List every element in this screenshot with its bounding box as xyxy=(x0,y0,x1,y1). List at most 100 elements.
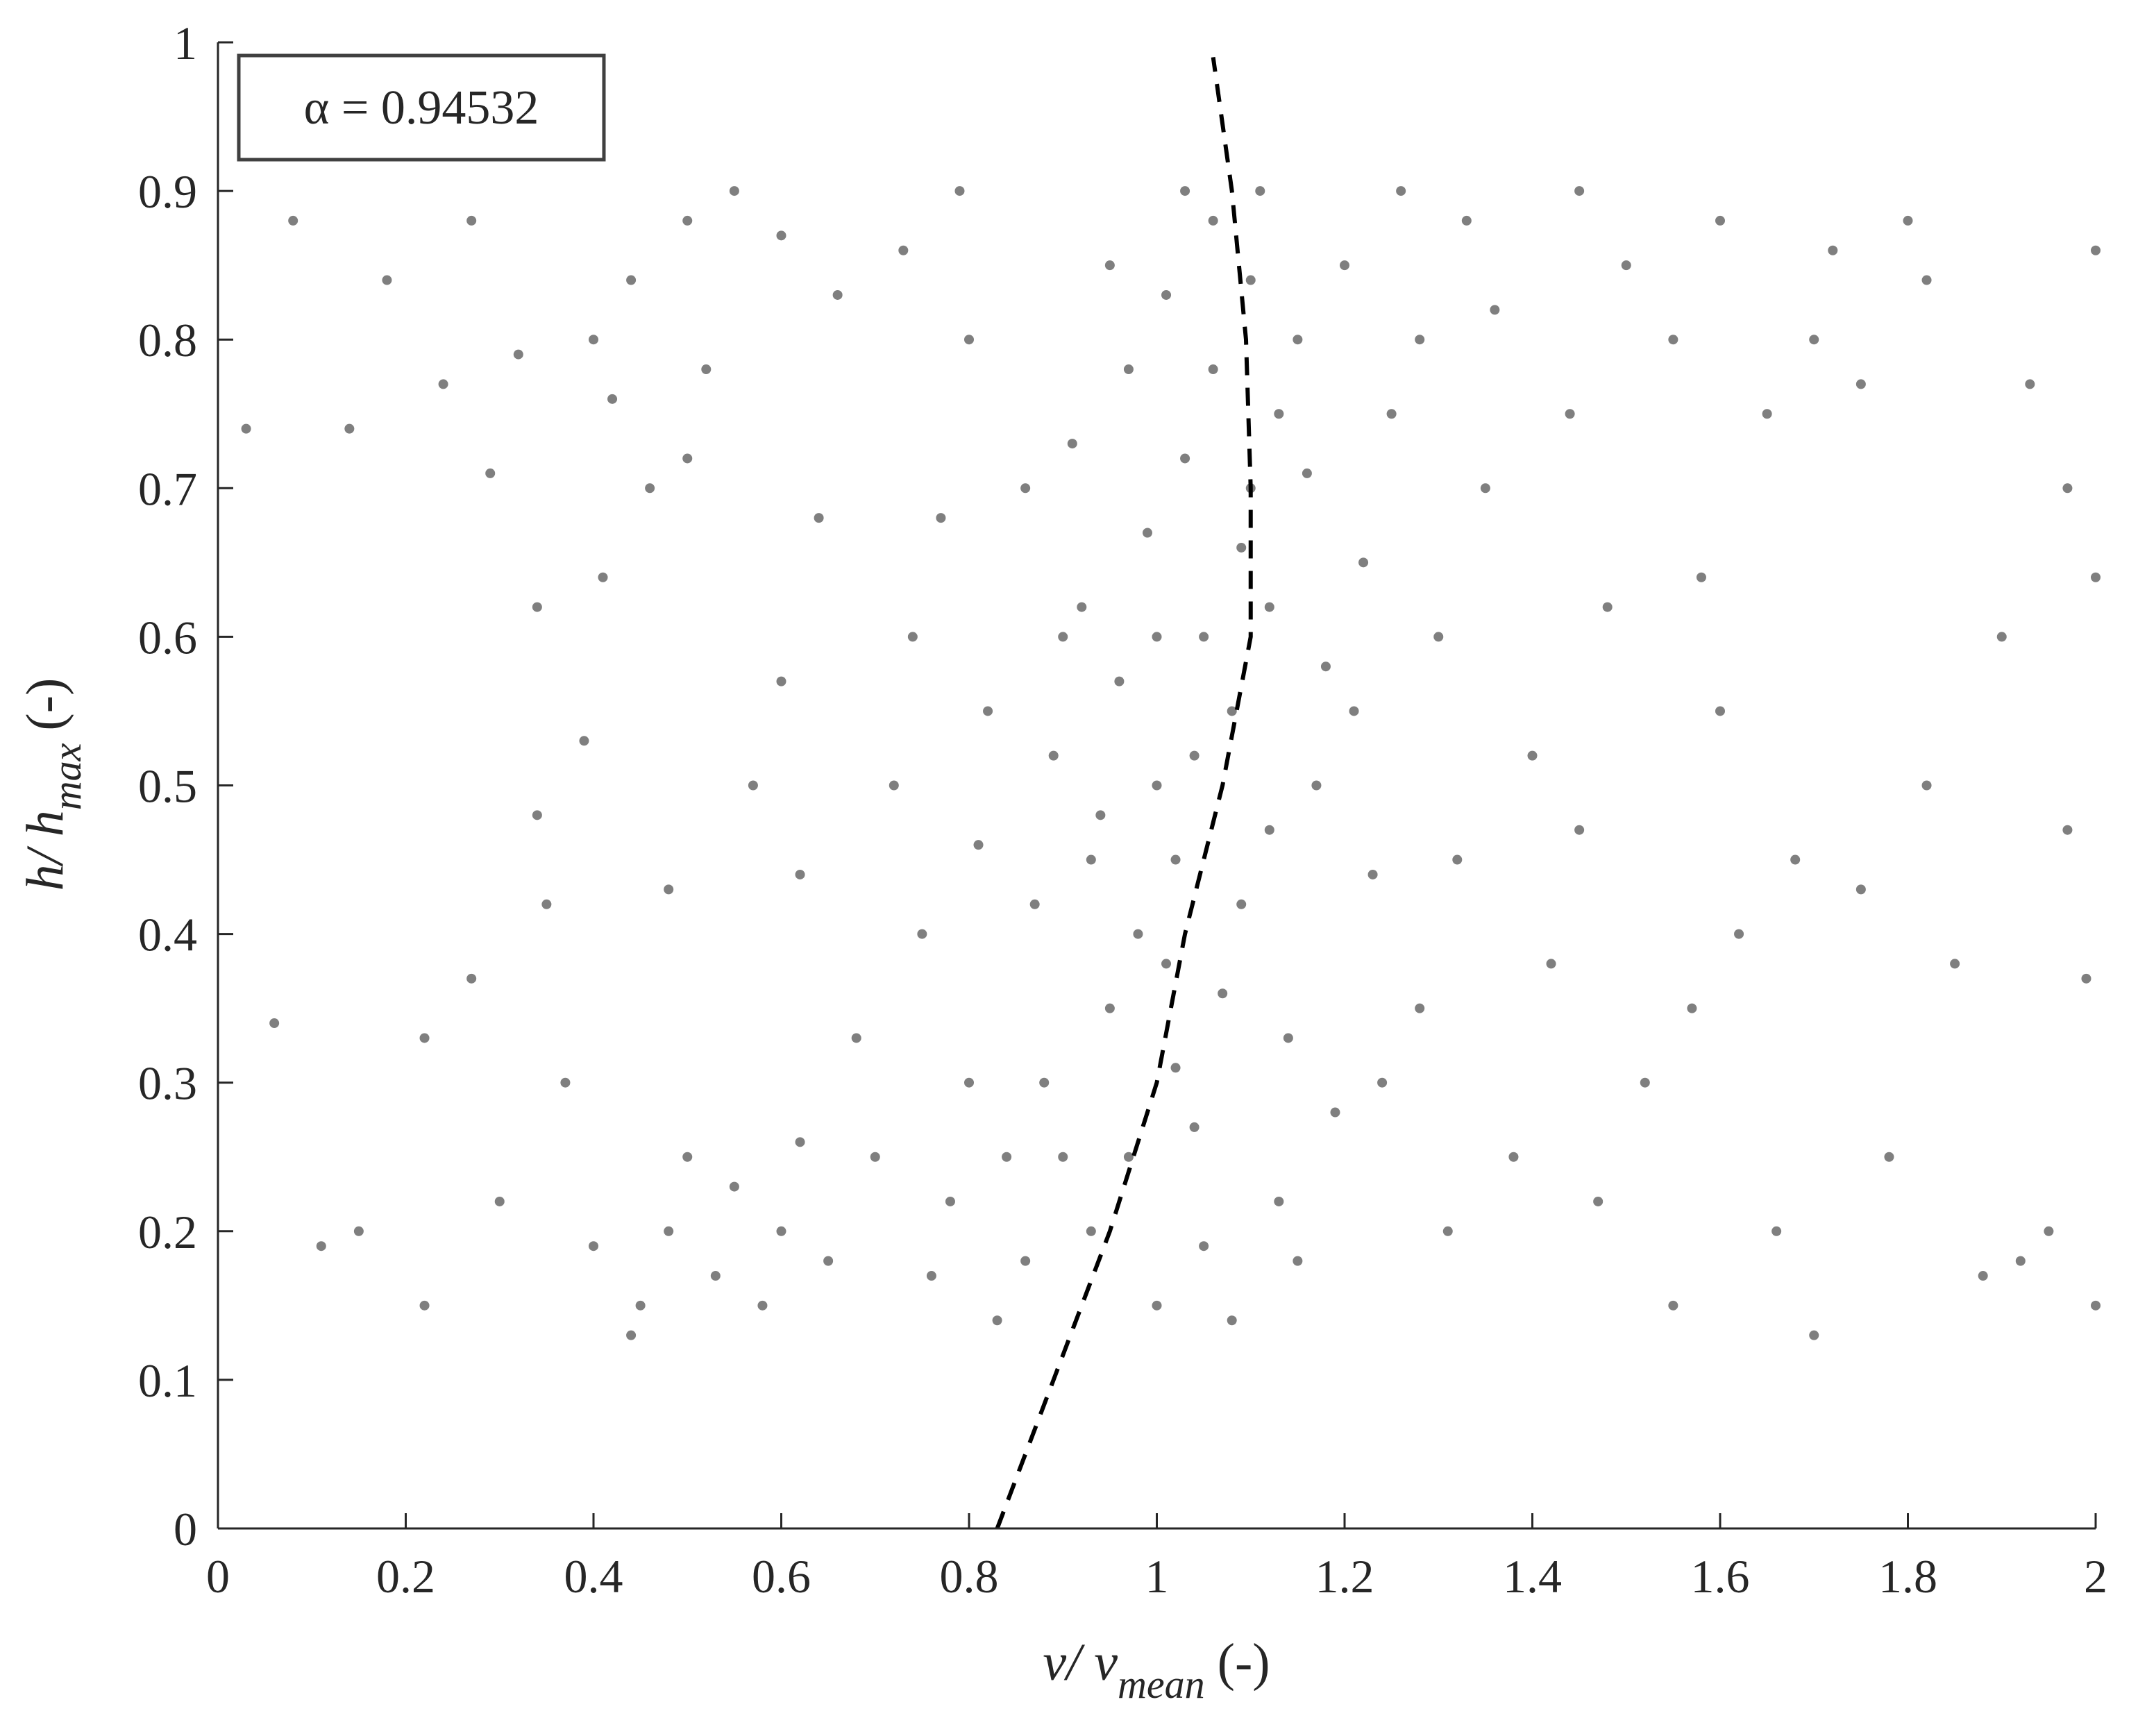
scatter-point xyxy=(598,572,608,582)
annotation-box xyxy=(237,53,606,162)
scatter-point xyxy=(664,884,674,895)
x-label-unit: (-) xyxy=(1218,1633,1270,1692)
scatter-point xyxy=(1302,468,1312,478)
scatter-point xyxy=(983,706,993,716)
scatter-point xyxy=(579,736,589,746)
scatter-point xyxy=(241,423,251,434)
y-tick-label: 0.1 xyxy=(138,1354,197,1407)
scatter-point xyxy=(1640,1077,1650,1088)
scatter-point xyxy=(1508,1152,1519,1162)
x-tick-label: 0.8 xyxy=(940,1550,999,1603)
scatter-point xyxy=(1480,483,1490,494)
scatter-point xyxy=(1020,483,1031,494)
scatter-point xyxy=(1565,409,1575,419)
scatter-point xyxy=(485,468,496,478)
scatter-point xyxy=(2091,572,2101,582)
scatter-point xyxy=(1180,453,1190,464)
scatter-point xyxy=(2091,1300,2101,1311)
scatter-point xyxy=(729,1181,739,1192)
scatter-point xyxy=(823,1256,834,1266)
scatter-point xyxy=(701,364,712,375)
scatter-point xyxy=(1734,929,1744,939)
x-tick-label: 1.8 xyxy=(1878,1550,1937,1603)
scatter-point xyxy=(1086,854,1096,865)
scatter-point xyxy=(1442,1226,1453,1236)
scatter-point xyxy=(589,335,598,345)
scatter-point xyxy=(344,423,355,434)
fit-line xyxy=(995,56,1253,1530)
y-tick-label: 0.8 xyxy=(138,314,197,366)
scatter-point xyxy=(870,1152,880,1162)
scatter-point xyxy=(936,513,946,523)
scatter-point xyxy=(1123,364,1134,375)
scatter-point xyxy=(1189,750,1200,761)
scatter-point xyxy=(1104,1003,1115,1013)
scatter-point xyxy=(1687,1003,1697,1013)
scatter-point xyxy=(1199,1241,1209,1252)
scatter-point xyxy=(2081,973,2091,984)
scatter-point xyxy=(1264,825,1274,835)
scatter-point xyxy=(917,929,927,939)
scatter-point xyxy=(1255,186,1265,196)
y-tick-label: 0.7 xyxy=(138,462,197,515)
scatter-point xyxy=(1621,260,1631,271)
scatter-point xyxy=(1790,854,1801,865)
scatter-point xyxy=(1809,335,1819,345)
scatter-point xyxy=(1170,854,1181,865)
scatter-point xyxy=(795,869,805,879)
scatter-point xyxy=(466,973,477,984)
scatter-point xyxy=(1433,632,1444,642)
y-axis-label: h/ hmax (-) xyxy=(16,678,90,891)
scatter-point xyxy=(1199,632,1209,642)
scatter-point xyxy=(316,1241,326,1252)
x-axis-label: v/ vmean (-) xyxy=(1043,1633,1270,1707)
scatter-point xyxy=(907,632,918,642)
annotation: α = 0.94532 xyxy=(304,81,539,135)
scatter-point xyxy=(851,1033,861,1043)
scatter-point xyxy=(710,1271,721,1281)
scatter-point xyxy=(2062,825,2073,835)
scatter-point xyxy=(682,453,693,464)
scatter-point xyxy=(1152,632,1162,642)
scatter-point xyxy=(1123,1152,1134,1162)
scatter-point xyxy=(2091,245,2101,255)
scatter-point xyxy=(589,1241,598,1252)
scatter-point xyxy=(1340,260,1349,271)
y-tick-label: 0.9 xyxy=(138,165,197,218)
scatter-point xyxy=(926,1271,936,1281)
scatter-point xyxy=(1884,1152,1894,1162)
scatter-point xyxy=(1170,1063,1181,1073)
scatter-point xyxy=(1377,1077,1388,1088)
scatter-point xyxy=(1771,1226,1782,1236)
scatter-point xyxy=(1227,706,1237,716)
scatter-point xyxy=(1180,186,1190,196)
scatter-point xyxy=(1358,557,1369,568)
scatter-point xyxy=(1208,215,1218,226)
scatter-point xyxy=(1095,810,1106,820)
scatter-point xyxy=(1855,884,1866,895)
scatter-point xyxy=(776,230,786,241)
scatter-point xyxy=(1574,825,1585,835)
scatter-point xyxy=(1208,364,1218,375)
scatter-point xyxy=(1020,1256,1031,1266)
scatter-point xyxy=(466,215,477,226)
scatter-point xyxy=(776,676,786,686)
scatter-point xyxy=(541,899,552,909)
scatter-point xyxy=(1602,602,1613,612)
scatter-point xyxy=(1452,854,1463,865)
scatter-point xyxy=(1152,1300,1162,1311)
scatter-point xyxy=(1696,572,1706,582)
scatter-point xyxy=(1921,275,1932,285)
scatter-point xyxy=(1293,335,1303,345)
scatter-point xyxy=(1077,602,1087,612)
scatter-point xyxy=(532,810,542,820)
scatter-point xyxy=(626,275,637,285)
scatter-point xyxy=(1715,706,1725,716)
x-label-sub: mean xyxy=(1118,1662,1205,1707)
y-tick-label: 0.3 xyxy=(138,1057,197,1110)
scatter-point xyxy=(2044,1226,2054,1236)
x-tick-label: 1.2 xyxy=(1315,1550,1374,1603)
scatter-point xyxy=(757,1300,768,1311)
scatter-point xyxy=(1039,1077,1050,1088)
scatter-point xyxy=(2025,379,2035,389)
